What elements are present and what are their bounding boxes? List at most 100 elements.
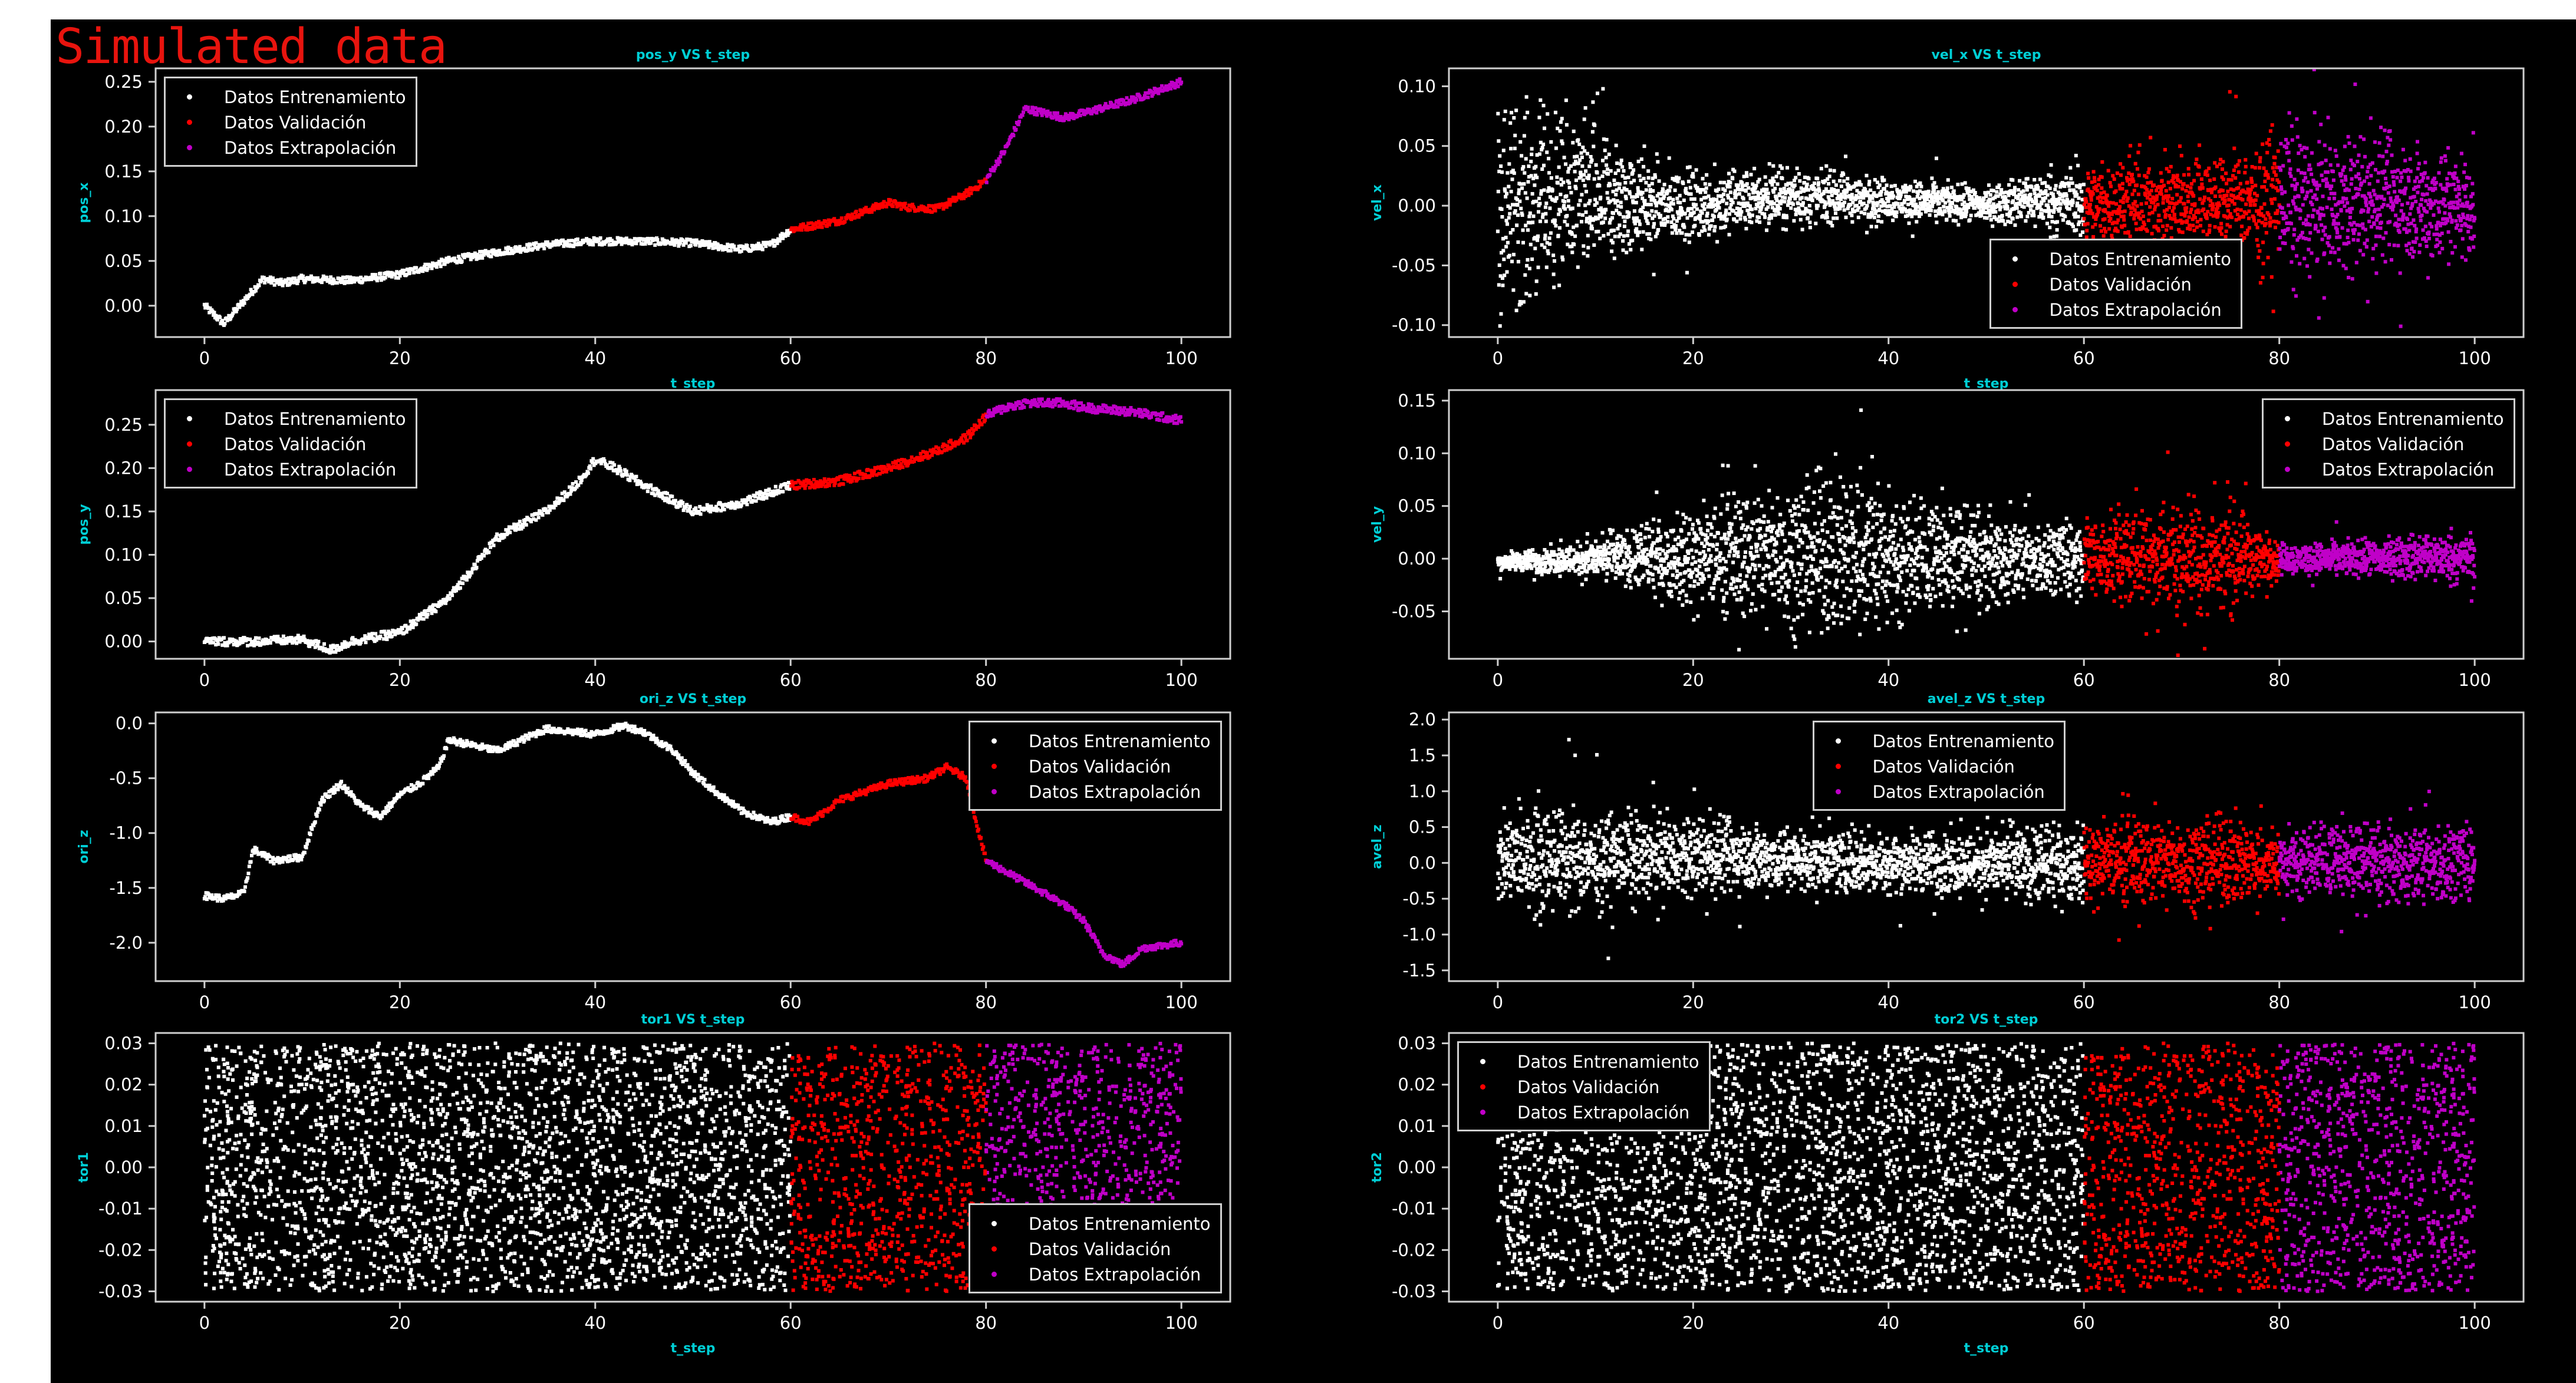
data-point bbox=[1788, 197, 1792, 201]
data-point bbox=[2390, 153, 2394, 157]
data-point bbox=[2381, 253, 2384, 257]
data-point bbox=[2009, 220, 2012, 224]
data-point bbox=[1887, 200, 1890, 203]
data-point bbox=[1548, 206, 1551, 210]
data-point bbox=[2100, 229, 2103, 233]
data-point bbox=[2251, 165, 2254, 169]
data-point bbox=[985, 181, 989, 184]
data-point bbox=[2132, 180, 2135, 183]
data-point bbox=[2147, 219, 2150, 222]
x-axis-label: t_step bbox=[1964, 377, 2009, 391]
data-point bbox=[1632, 179, 1636, 182]
data-point bbox=[1668, 156, 1671, 160]
data-point bbox=[1543, 246, 1546, 249]
data-point bbox=[1627, 176, 1630, 179]
data-point bbox=[2109, 181, 2112, 184]
data-point bbox=[2001, 214, 2004, 217]
data-point bbox=[2163, 148, 2167, 151]
data-point bbox=[2349, 168, 2353, 171]
data-point bbox=[1507, 185, 1510, 189]
data-point bbox=[2383, 170, 2386, 173]
data-point bbox=[1601, 174, 1605, 178]
data-point bbox=[2091, 235, 2095, 239]
data-point bbox=[1537, 266, 1540, 269]
data-point bbox=[2420, 213, 2424, 217]
data-point bbox=[764, 245, 767, 248]
data-point bbox=[2200, 177, 2203, 181]
y-axis-label: pos_x bbox=[77, 182, 91, 223]
data-point bbox=[1695, 207, 1699, 211]
data-point bbox=[2122, 214, 2126, 218]
data-point bbox=[2377, 154, 2381, 158]
data-point bbox=[2426, 176, 2430, 180]
data-point bbox=[2162, 234, 2166, 237]
data-point bbox=[2155, 197, 2159, 201]
data-point bbox=[2051, 196, 2055, 199]
data-point bbox=[1682, 199, 1686, 202]
data-point bbox=[2406, 202, 2410, 205]
data-point bbox=[1809, 226, 1812, 229]
data-point bbox=[398, 274, 402, 278]
data-point bbox=[1559, 120, 1563, 124]
data-point bbox=[1712, 197, 1715, 201]
data-point bbox=[1765, 188, 1769, 192]
data-point bbox=[1576, 265, 1580, 269]
data-point bbox=[2069, 177, 2073, 180]
data-point bbox=[2187, 167, 2190, 170]
data-point bbox=[2373, 140, 2377, 144]
data-point bbox=[1702, 225, 1705, 229]
data-point bbox=[2118, 205, 2122, 209]
data-point bbox=[1559, 193, 1562, 196]
data-point bbox=[1582, 173, 1586, 177]
data-point bbox=[1570, 250, 1574, 254]
data-point bbox=[2368, 182, 2371, 186]
data-point bbox=[1506, 270, 1509, 274]
data-point bbox=[2391, 204, 2395, 208]
data-point bbox=[1534, 292, 1538, 296]
data-point bbox=[1772, 180, 1775, 183]
data-point bbox=[2446, 146, 2450, 150]
data-point bbox=[2358, 135, 2362, 138]
data-point bbox=[1827, 198, 1831, 202]
data-point bbox=[2429, 206, 2432, 210]
data-point bbox=[2278, 236, 2282, 239]
data-point bbox=[2373, 193, 2377, 196]
data-point bbox=[2463, 163, 2467, 166]
data-point bbox=[1544, 206, 1547, 209]
data-point bbox=[2029, 193, 2033, 196]
data-point bbox=[2330, 207, 2334, 211]
data-point bbox=[2099, 224, 2102, 227]
data-point bbox=[2193, 229, 2196, 232]
data-point bbox=[408, 271, 411, 275]
data-point bbox=[1518, 140, 1522, 144]
data-point bbox=[1582, 179, 1585, 182]
data-point bbox=[1510, 111, 1513, 114]
data-point bbox=[2378, 235, 2381, 238]
data-point bbox=[2381, 236, 2385, 240]
data-point bbox=[1728, 233, 1731, 236]
data-point bbox=[1619, 201, 1623, 204]
data-point bbox=[2399, 325, 2403, 328]
data-point bbox=[2267, 176, 2270, 180]
data-point bbox=[2373, 223, 2376, 226]
data-point bbox=[2264, 217, 2267, 221]
data-point bbox=[2440, 232, 2444, 235]
data-point bbox=[1654, 235, 1658, 238]
data-point bbox=[1986, 204, 1989, 208]
data-point bbox=[317, 640, 320, 643]
data-point bbox=[1671, 198, 1675, 202]
data-point bbox=[2432, 213, 2436, 217]
data-point bbox=[1580, 193, 1583, 196]
data-point bbox=[2189, 207, 2193, 211]
data-point bbox=[2358, 177, 2361, 180]
data-point bbox=[2397, 199, 2401, 202]
data-point bbox=[1707, 233, 1711, 236]
data-point bbox=[2312, 209, 2315, 212]
data-point bbox=[1789, 206, 1793, 210]
data-point bbox=[2040, 208, 2043, 212]
data-point bbox=[2304, 237, 2308, 240]
data-point bbox=[1998, 201, 2002, 204]
data-point bbox=[2107, 227, 2111, 230]
data-point bbox=[1095, 111, 1098, 114]
data-point bbox=[1701, 212, 1704, 215]
